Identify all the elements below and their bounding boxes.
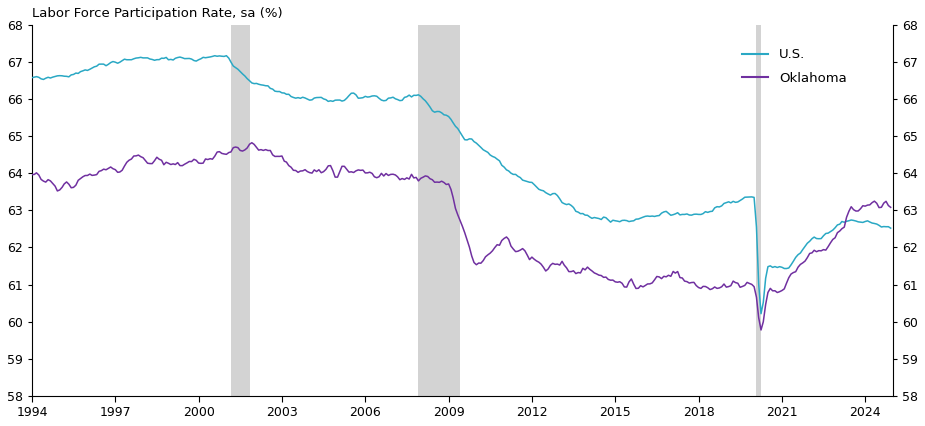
Bar — [231, 25, 250, 396]
Legend: U.S., Oklahoma: U.S., Oklahoma — [736, 43, 852, 90]
Text: Labor Force Participation Rate, sa (%): Labor Force Participation Rate, sa (%) — [32, 7, 283, 20]
Bar — [757, 25, 761, 396]
Bar — [418, 25, 460, 396]
